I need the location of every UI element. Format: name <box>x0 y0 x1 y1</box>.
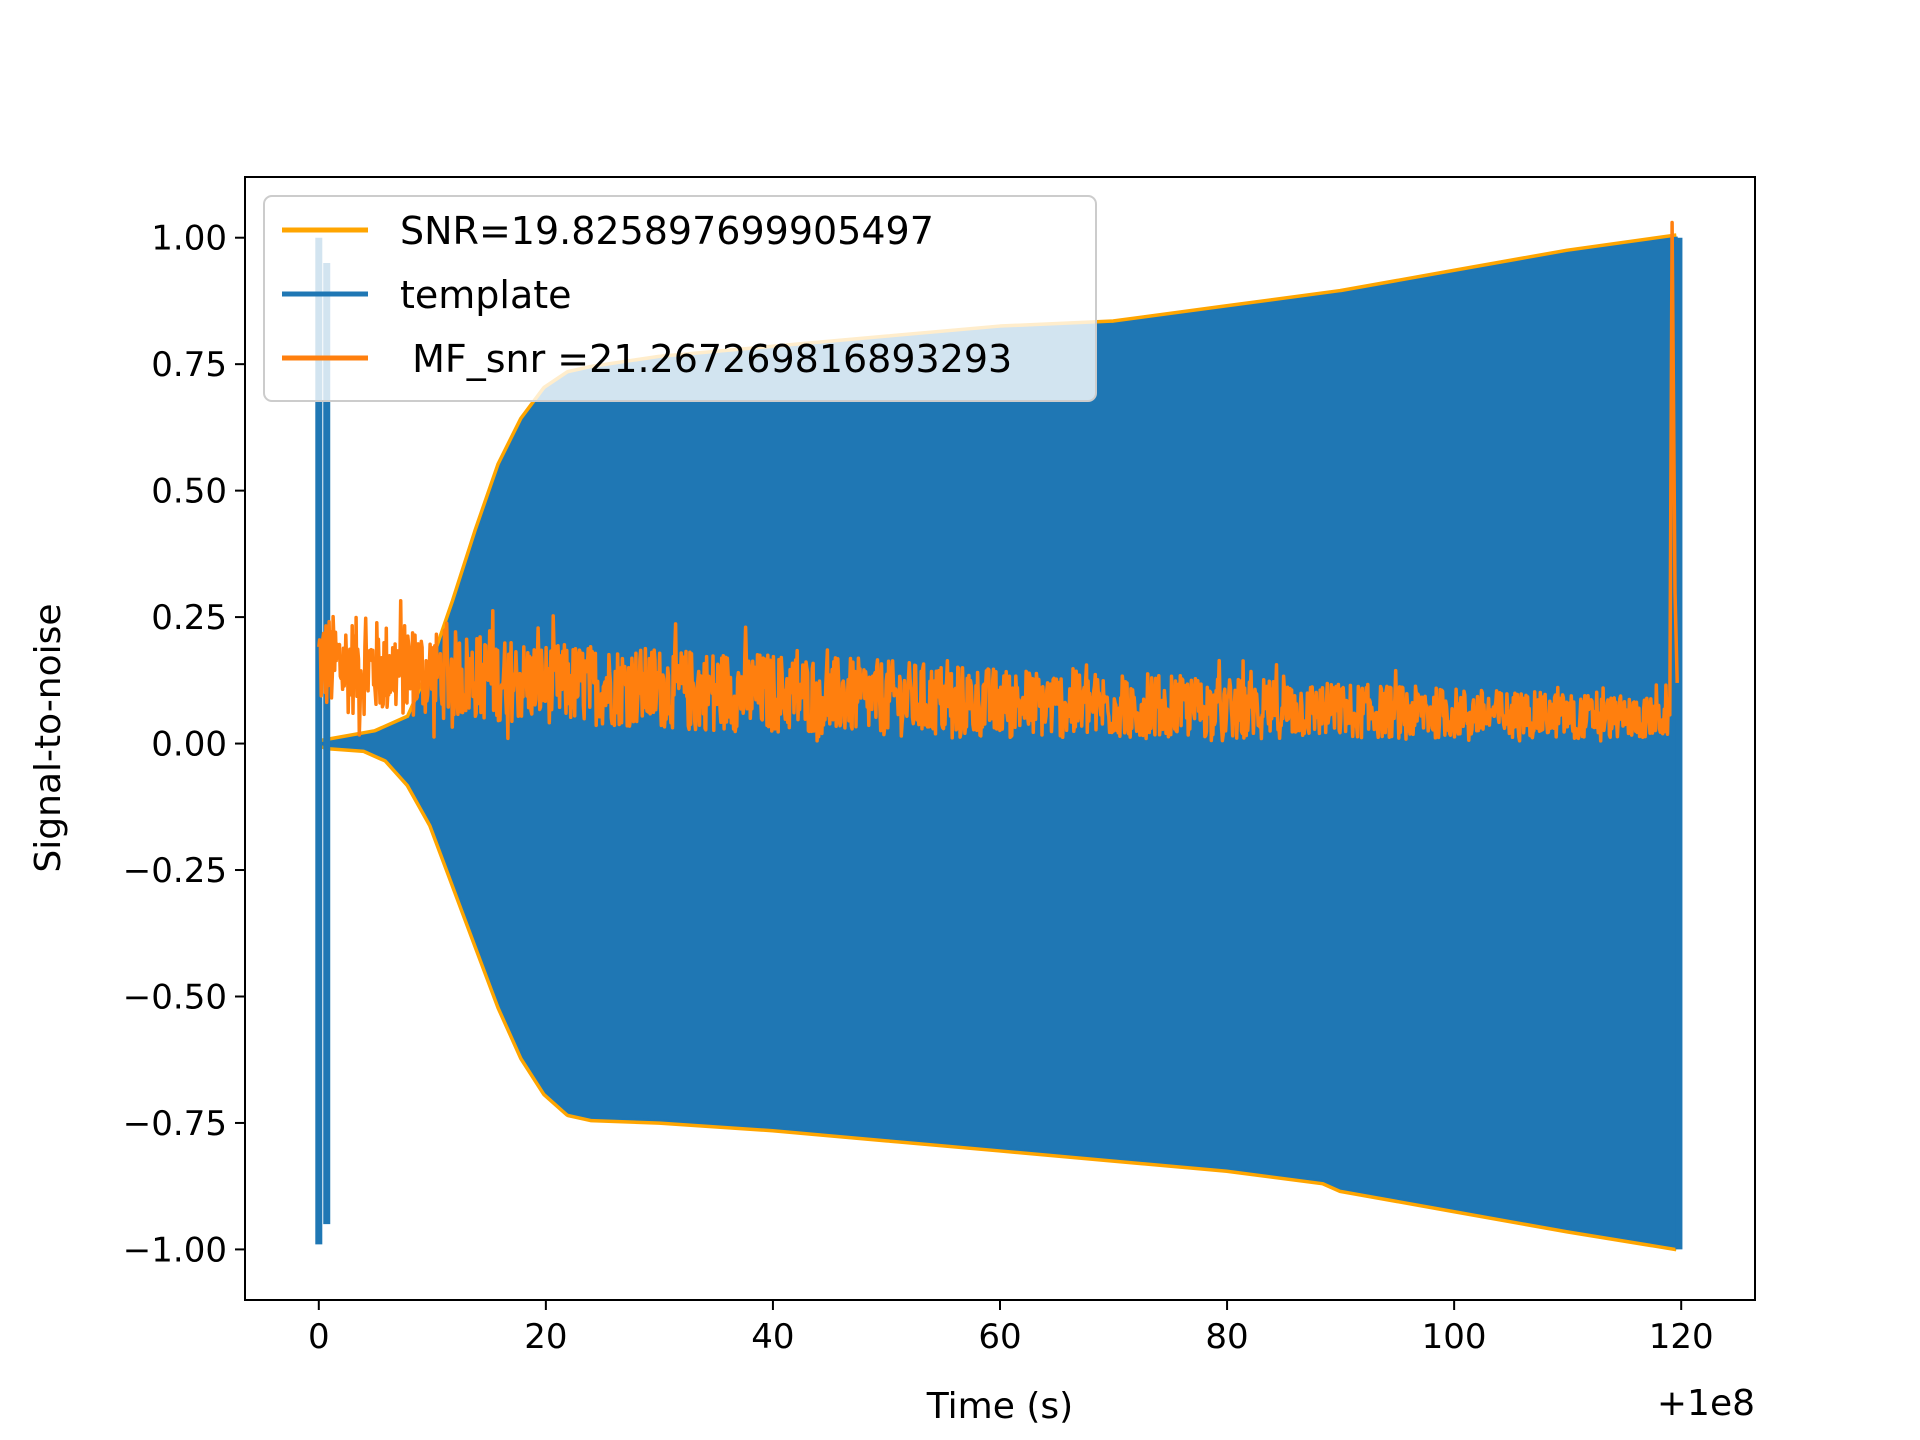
legend-label-snr: SNR=19.825897699905497 <box>400 209 934 253</box>
x-tick-label: 100 <box>1422 1317 1487 1357</box>
template-series <box>318 236 1678 1249</box>
x-axis-offset-label: +1e8 <box>1657 1383 1755 1424</box>
x-tick-label: 80 <box>1205 1317 1248 1357</box>
y-tick-label: −0.50 <box>123 977 227 1017</box>
x-axis: 0 20 40 60 80 100 120 <box>308 1300 1714 1357</box>
y-tick-label: 0.50 <box>151 472 227 512</box>
mf-snr-series <box>317 220 1679 743</box>
y-tick-label: 1.00 <box>151 219 227 259</box>
y-tick-label: −0.25 <box>123 851 227 891</box>
y-tick-label: 0.00 <box>151 725 227 765</box>
legend: SNR=19.825897699905497 template MF_snr =… <box>263 195 1097 402</box>
legend-label-mf-snr: MF_snr =21.267269816893293 <box>400 337 1012 381</box>
y-tick-label: 0.75 <box>151 345 227 385</box>
y-axis: 1.00 0.75 0.50 0.25 0.00 −0.25 −0.50 −0.75 −1.00 <box>123 219 245 1270</box>
plot-area <box>315 220 1683 1252</box>
x-tick-label: 0 <box>308 1317 330 1357</box>
x-tick-label: 120 <box>1649 1317 1714 1357</box>
x-tick-label: 60 <box>978 1317 1021 1357</box>
legend-box <box>263 195 1097 402</box>
y-tick-label: −0.75 <box>123 1104 227 1144</box>
y-axis-label: Signal-to-noise <box>28 603 69 872</box>
legend-label-template: template <box>400 273 572 317</box>
y-tick-label: 0.25 <box>151 598 227 638</box>
x-axis-label: Time (s) <box>926 1386 1073 1427</box>
y-tick-label: −1.00 <box>123 1230 227 1270</box>
x-tick-label: 40 <box>751 1317 794 1357</box>
x-tick-label: 20 <box>524 1317 567 1357</box>
